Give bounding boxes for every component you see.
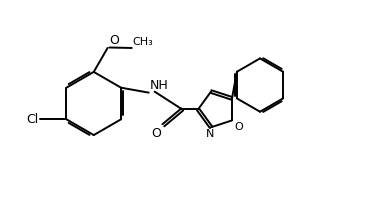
Text: Cl: Cl xyxy=(27,113,39,126)
Text: O: O xyxy=(110,34,119,47)
Text: CH₃: CH₃ xyxy=(133,37,153,47)
Text: O: O xyxy=(234,122,243,132)
Text: O: O xyxy=(151,127,162,140)
Text: NH: NH xyxy=(150,79,168,92)
Text: N: N xyxy=(206,129,214,139)
